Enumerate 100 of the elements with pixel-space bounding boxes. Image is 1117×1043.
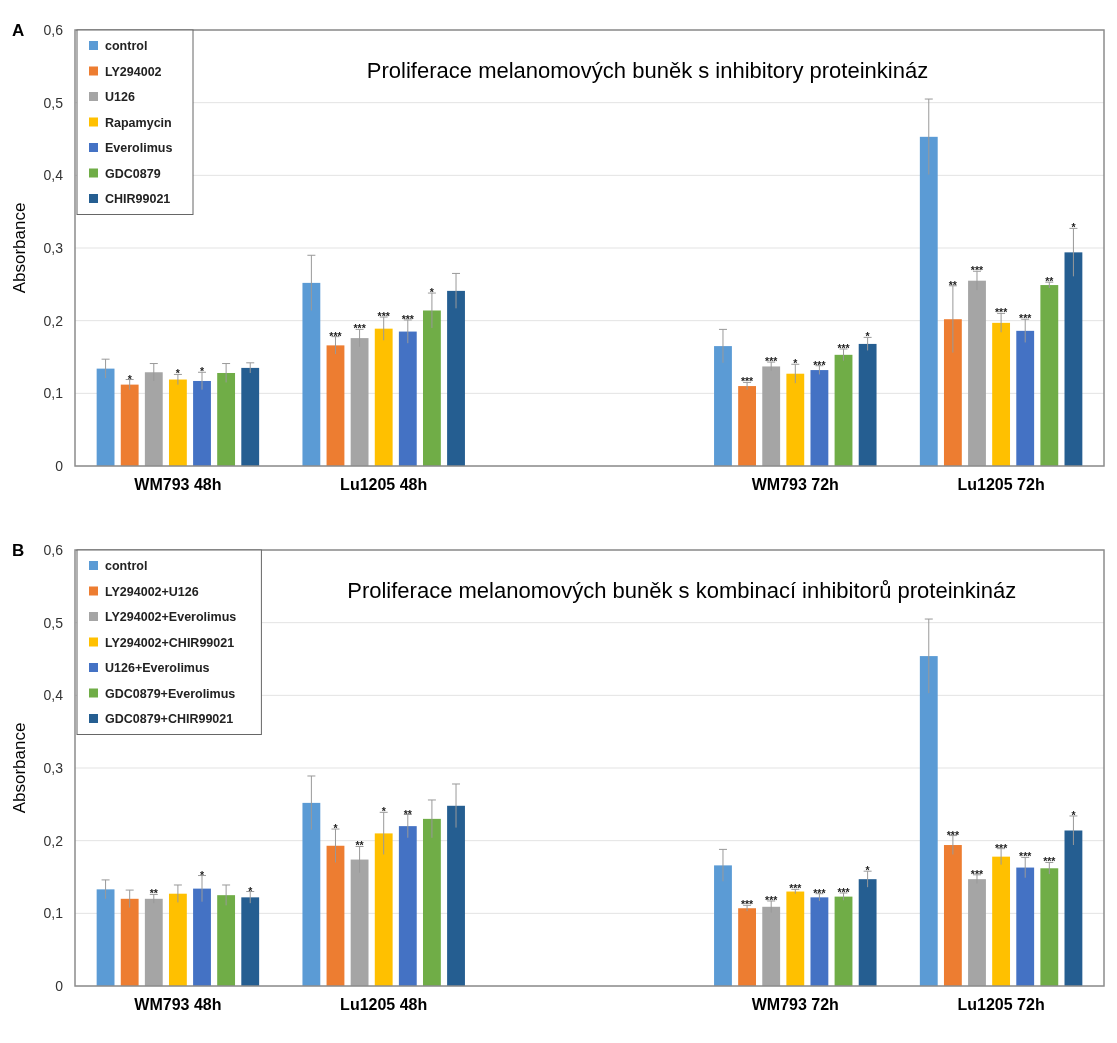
bar	[968, 879, 986, 986]
x-tick-label: WM793 72h	[751, 996, 839, 1013]
bar	[1064, 830, 1083, 986]
y-tick-label: 0,2	[43, 312, 64, 329]
bar	[858, 343, 877, 466]
y-tick-label: 0,1	[43, 905, 64, 922]
bar	[374, 328, 393, 466]
data-label: ***	[377, 310, 391, 323]
bar	[326, 845, 345, 986]
bar	[738, 386, 756, 466]
bar	[217, 895, 236, 986]
legend-label: control	[105, 39, 148, 54]
data-label: *	[199, 365, 205, 378]
data-label: ***	[813, 358, 827, 371]
data-label: ***	[353, 322, 367, 335]
bar	[1016, 330, 1035, 466]
bar	[786, 373, 805, 466]
bar	[762, 906, 781, 986]
legend-label: CHIR99021	[105, 192, 171, 207]
data-label: **	[355, 839, 365, 852]
data-label: ***	[401, 312, 415, 325]
bar	[241, 367, 260, 466]
bar	[120, 384, 139, 466]
data-label: ***	[837, 342, 851, 355]
data-label: *	[1071, 221, 1077, 234]
text: B	[12, 541, 25, 560]
data-label: ***	[970, 867, 985, 880]
x-tick-label: Lu1205 72h	[957, 996, 1045, 1013]
data-label: ***	[1019, 850, 1033, 863]
data-label: ***	[1043, 855, 1057, 868]
bar	[738, 908, 756, 986]
bar	[326, 345, 345, 466]
x-tick-label: WM793 48h	[134, 996, 222, 1013]
y-tick-label: 0,1	[43, 385, 64, 402]
data-label: *	[333, 822, 339, 835]
bar	[374, 833, 393, 986]
bar	[943, 845, 962, 986]
bar	[1016, 867, 1035, 986]
bar	[834, 354, 853, 466]
x-tick-label: Lu1205 48h	[340, 996, 428, 1013]
bar	[919, 136, 938, 466]
y-tick-label: 0,3	[43, 759, 64, 776]
bar	[810, 370, 829, 466]
legend-label: LY294002+CHIR99021	[105, 635, 235, 650]
bar	[193, 888, 211, 986]
bar	[858, 879, 877, 986]
data-label: *	[175, 367, 181, 380]
legend-label: U126	[105, 90, 135, 105]
legend-label: GDC0879+Everolimus	[105, 686, 236, 701]
data-label: ***	[789, 882, 803, 895]
data-label: *	[127, 372, 133, 385]
data-label: ***	[765, 355, 779, 368]
data-label: *	[1071, 808, 1077, 821]
legend-label: Rapamycin	[105, 115, 172, 130]
data-label: **	[948, 278, 958, 291]
data-label: **	[1045, 275, 1055, 288]
bar	[1064, 252, 1083, 466]
bar	[786, 891, 805, 986]
legend-label: Everolimus	[105, 141, 173, 156]
y-tick-label: 0,5	[43, 614, 64, 631]
x-tick-label: WM793 72h	[751, 476, 839, 493]
legend-label: control	[105, 559, 148, 574]
y-axis-title: Absorbance	[10, 202, 29, 294]
bar	[217, 372, 236, 466]
bar	[302, 282, 321, 466]
data-label: *	[248, 884, 254, 897]
data-label: ***	[740, 898, 755, 911]
y-tick-label: 0,6	[43, 541, 64, 558]
bar	[834, 896, 853, 986]
bar	[423, 818, 441, 986]
legend-label: GDC0879+CHIR99021	[105, 712, 234, 727]
data-label: ***	[813, 886, 827, 899]
data-label: ***	[329, 329, 343, 342]
bar	[714, 346, 732, 466]
bar	[96, 889, 115, 986]
bar	[193, 380, 211, 466]
legend-label: GDC0879	[105, 166, 161, 181]
data-label: ***	[946, 828, 960, 841]
y-tick-label: 0,4	[43, 687, 64, 704]
y-tick-label: 0,5	[43, 94, 64, 111]
data-label: ***	[837, 885, 851, 898]
text: Proliferace melanomových buněk s inhibitory proteinkináz	[366, 58, 929, 83]
data-label: ***	[994, 306, 1009, 319]
data-label: *	[381, 805, 387, 818]
data-label: ***	[970, 264, 985, 277]
y-tick-label: 0	[55, 457, 64, 474]
bar	[714, 865, 732, 986]
bar	[762, 366, 781, 466]
bar	[144, 898, 163, 986]
y-tick-label: 0,3	[43, 239, 64, 256]
data-label: **	[149, 887, 159, 900]
bar	[1040, 285, 1059, 466]
bar	[810, 897, 829, 986]
bar	[423, 310, 441, 466]
text: Proliferace melanomových buněk s kombinací inhibitorů proteinkináz	[347, 578, 1017, 603]
data-label: **	[403, 807, 413, 820]
data-label: *	[865, 330, 871, 343]
bar	[398, 331, 417, 466]
bar	[992, 856, 1011, 986]
data-label: *	[865, 864, 871, 877]
